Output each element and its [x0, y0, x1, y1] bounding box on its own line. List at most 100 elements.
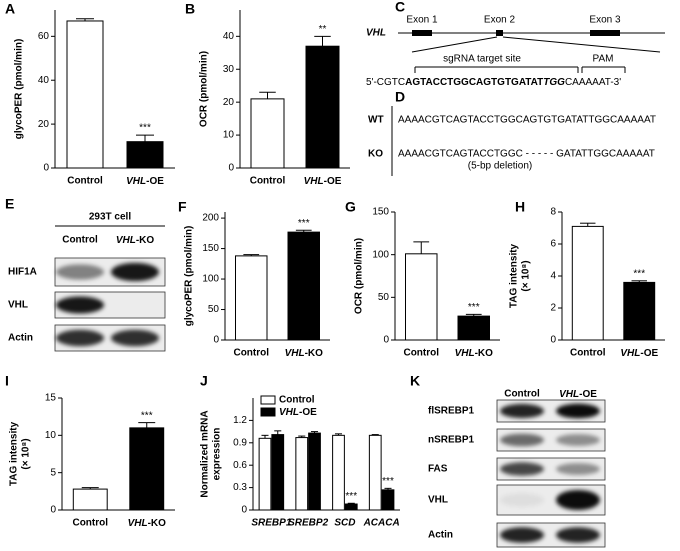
x-tick-label: Control: [67, 176, 103, 187]
lane-label: VHL-OE: [559, 389, 597, 400]
y-tick-label: 40: [38, 75, 50, 86]
error-bar: [413, 241, 430, 254]
exon-label: Exon 2: [484, 15, 516, 26]
y-tick-label: 4: [550, 271, 556, 282]
bar: [250, 98, 285, 169]
y-tick-label: 20: [38, 119, 50, 130]
error-bar: [298, 435, 306, 438]
y-tick-label: 15: [45, 393, 57, 404]
y-tick-label: 10: [223, 130, 235, 141]
bar: [344, 503, 358, 511]
y-tick-label: 5: [50, 467, 56, 478]
band: [111, 262, 159, 282]
bar: [381, 489, 395, 511]
significance: **: [319, 24, 327, 35]
exon: [496, 30, 503, 36]
y-tick-label: 0.9: [233, 437, 247, 448]
y-tick-label: 50: [208, 304, 220, 315]
x-tick-label: SREBP2: [288, 518, 328, 529]
panel-label: D: [395, 89, 405, 105]
x-tick-label: Control: [570, 348, 606, 359]
gene-name: VHL: [366, 28, 386, 39]
row-label: KO: [368, 149, 383, 160]
significance: ***: [345, 491, 357, 502]
exon: [412, 30, 432, 36]
sequence-segment: TGG: [543, 77, 565, 88]
x-tick-label: VHL-KO: [285, 348, 324, 359]
y-tick-label: 10: [45, 430, 57, 441]
legend-label: Control: [279, 395, 315, 406]
significance: ***: [141, 410, 153, 421]
lane-label: VHL-KO: [116, 235, 155, 246]
panel-label: H: [515, 199, 525, 215]
x-tick-label: SCD: [334, 518, 355, 529]
error-bar: [136, 134, 154, 142]
band: [556, 403, 600, 419]
x-tick-label: Control: [403, 348, 439, 359]
y-axis-label: glycoPER (pmol/min): [14, 39, 25, 140]
row-label: Actin: [428, 530, 453, 541]
bar: [405, 253, 438, 341]
error-bar: [580, 222, 596, 227]
bar: [235, 255, 268, 341]
band: [556, 489, 600, 511]
zoom-line: [502, 36, 661, 53]
y-tick-label: 200: [202, 213, 219, 224]
zoom-line: [411, 36, 498, 53]
pam-label: PAM: [593, 54, 614, 65]
y-tick-label: 0.6: [233, 460, 247, 471]
band: [556, 463, 600, 475]
error-bar: [384, 487, 392, 490]
y-axis-label: TAG intensity: [509, 243, 520, 308]
error-bar: [261, 434, 269, 439]
legend-swatch: [260, 395, 276, 405]
row-label: HIF1A: [8, 267, 37, 278]
x-tick-label: VHL-OE: [620, 348, 658, 359]
y-tick-label: 0: [383, 335, 389, 346]
row-label: VHL: [428, 495, 448, 506]
bar: [457, 315, 490, 341]
significance: ***: [298, 218, 310, 229]
y-tick-label: 1.2: [233, 415, 247, 426]
bar: [368, 434, 382, 511]
significance: ***: [382, 476, 394, 487]
bar: [129, 427, 165, 511]
y-axis-label: glycoPER (pmol/min): [184, 226, 195, 327]
y-tick-label: 2: [550, 303, 556, 314]
panel-label: E: [5, 196, 14, 212]
sequence-segment: CAAAAAT-3': [565, 77, 621, 88]
error-bar: [243, 254, 260, 256]
y-tick-label: 0.3: [233, 482, 247, 493]
exon: [590, 30, 620, 36]
band: [500, 493, 544, 507]
sequence-segment: 5'-CGTC: [366, 77, 405, 88]
band: [500, 462, 544, 476]
error-bar: [334, 433, 343, 436]
error-bar: [631, 280, 647, 283]
sequence-segment: AGTACCTGGCAGTGTGATAT: [405, 77, 543, 88]
bar: [66, 20, 104, 169]
error-bar: [138, 422, 156, 428]
x-tick-label: Control: [233, 348, 269, 359]
y-tick-label: 0: [213, 335, 219, 346]
panel-label: I: [5, 373, 9, 389]
sequence: AAAACGTCAGTACCTGGCAGTGTGATATTGGCAAAAAT: [398, 115, 656, 126]
lane-label: Control: [504, 389, 540, 400]
significance: ***: [633, 268, 645, 279]
y-tick-label: 0: [228, 163, 234, 174]
y-tick-label: 20: [223, 97, 235, 108]
error-bar: [310, 431, 319, 434]
error-bar: [259, 91, 276, 99]
exon-label: Exon 3: [589, 15, 621, 26]
y-tick-label: 150: [202, 243, 219, 254]
y-axis-label: OCR (pmol/min): [354, 238, 365, 314]
y-tick-label: 6: [550, 239, 556, 250]
band: [500, 403, 544, 419]
y-axis-label: OCR (pmol/min): [199, 51, 210, 127]
band: [500, 433, 544, 447]
band: [556, 527, 600, 543]
bar: [271, 434, 285, 511]
row-label: flSREBP1: [428, 406, 475, 417]
row-label: nSREBP1: [428, 435, 475, 446]
